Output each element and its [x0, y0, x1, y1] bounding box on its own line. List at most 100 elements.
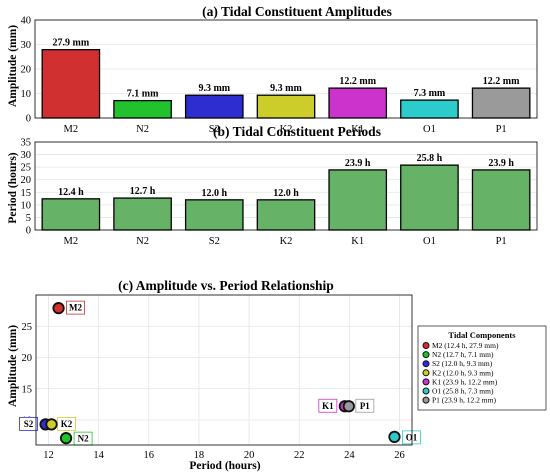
legend-entry-p1: P1 (23.9 h, 12.2 mm) [432, 396, 496, 405]
amplitude-y-tick-label: 20 [21, 65, 32, 76]
period-x-tick-label-m2: M2 [64, 236, 79, 247]
period-y-tick-label: 0 [26, 226, 31, 237]
scatter-point-o1 [388, 430, 401, 443]
amplitude-bar-n2 [113, 99, 172, 119]
amplitude-bar-chart: (a) Tidal Constituent Amplitudes Amplitu… [7, 4, 538, 135]
scatter-x-tick-label: 18 [194, 450, 205, 461]
point-label-k1: K1 [322, 401, 334, 411]
scatter-y-tick-label: 25 [22, 322, 33, 333]
amplitude-x-tick-label-o1: O1 [423, 124, 436, 135]
amplitude-y-axis-label: Amplitude (mm) [7, 25, 19, 107]
period-y-tick-label: 35 [21, 138, 32, 149]
amplitude-x-tick-label-k2: K2 [280, 124, 293, 135]
scatter-point-p1 [342, 400, 355, 413]
legend-entry-o1: O1 (25.8 h, 7.3 mm) [432, 387, 494, 396]
legend-marker-s2 [422, 360, 430, 368]
amplitude-x-tick-label-p1: P1 [496, 124, 507, 135]
amplitude-bar-p1 [471, 87, 531, 119]
scatter-legend: Tidal Components M2 (12.4 h, 27.9 mm)N2 … [417, 325, 547, 411]
period-bar-o1 [400, 164, 459, 231]
point-label-box-o1 [402, 430, 421, 445]
period-bar-chart: (b) Tidal Constituent Periods Period (ho… [7, 124, 538, 247]
legend-entry-k1: K1 (23.9 h, 12.2 mm) [432, 377, 498, 386]
scatter-chart: (c) Amplitude vs. Period Relationship Am… [7, 278, 547, 472]
amplitude-data-label-o1: 7.3 mm [414, 88, 446, 99]
legend-entry-k2: K2 (12.0 h, 9.3 mm) [432, 368, 494, 377]
period-x-tick-label-o1: O1 [423, 236, 436, 247]
period-y-tick-label: 10 [21, 200, 32, 211]
point-label-m2: M2 [69, 303, 82, 313]
scatter-point-m2 [52, 302, 65, 315]
period-chart-title: (b) Tidal Constituent Periods [213, 124, 381, 139]
period-axes-frame [34, 141, 538, 231]
legend-title: Tidal Components [448, 330, 516, 340]
amplitude-data-label-m2: 27.9 mm [53, 38, 90, 49]
period-x-tick-label-k1: K1 [351, 236, 364, 247]
period-bar-n2 [113, 197, 172, 231]
amplitude-bar-k1 [328, 87, 388, 119]
amplitude-bar-k2 [256, 94, 316, 119]
amplitude-bar-o1 [400, 99, 459, 119]
period-bar-k1 [328, 169, 388, 231]
scatter-plot-area: 121416182022242610152025M2N2S2K2K1O1P1 [19, 294, 421, 461]
amplitude-data-label-k1: 12.2 mm [339, 76, 376, 87]
scatter-y-tick-label: 20 [22, 353, 33, 364]
amplitude-bar-s2 [184, 94, 244, 119]
period-y-tick-label: 30 [21, 150, 32, 161]
period-bar-p1 [471, 169, 531, 231]
point-label-box-p1 [355, 398, 375, 413]
period-data-label-p1: 23.9 h [488, 158, 514, 169]
legend-marker-m2 [422, 342, 430, 349]
legend-marker-p1 [422, 396, 430, 404]
scatter-x-tick-label: 20 [244, 450, 255, 461]
scatter-point-k2 [45, 418, 58, 431]
legend-box [417, 325, 547, 411]
amplitude-x-tick-label-k1: K1 [351, 124, 364, 135]
amplitude-chart-title: (a) Tidal Constituent Amplitudes [202, 4, 392, 19]
amplitude-axes-frame [34, 19, 538, 119]
legend-marker-o1 [422, 387, 430, 395]
amplitude-data-label-n2: 7.1 mm [127, 89, 159, 100]
amplitude-y-tick-label: 30 [21, 40, 32, 51]
scatter-x-axis-label: Period (hours) [189, 460, 260, 472]
amplitude-plot-area: 0 10 20 30 40 27.9 mm M2 7.1 mm N2 9.3 mm S2 9.3 mm… [21, 16, 538, 135]
period-y-tick-label: 5 [26, 213, 31, 224]
period-data-label-k1: 23.9 h [345, 158, 371, 169]
scatter-x-tick-label: 24 [344, 450, 355, 461]
period-y-tick-label: 20 [21, 175, 32, 186]
scatter-x-tick-label: 22 [294, 450, 305, 461]
period-data-label-k2: 12.0 h [273, 188, 299, 199]
amplitude-y-tick-label: 0 [26, 114, 31, 125]
scatter-point-n2 [59, 432, 73, 445]
period-bar-k2 [256, 199, 316, 231]
period-x-tick-label-k2: K2 [280, 236, 293, 247]
period-data-label-m2: 12.4 h [58, 187, 84, 198]
point-label-k2: K2 [61, 419, 73, 429]
point-label-box-m2 [66, 300, 85, 315]
amplitude-x-tick-label-n2: N2 [136, 124, 149, 135]
scatter-x-tick-label: 26 [394, 450, 405, 461]
period-x-tick-label-p1: P1 [496, 236, 507, 247]
amplitude-data-label-k2: 9.3 mm [270, 83, 302, 94]
period-bar-m2 [41, 198, 101, 231]
legend-entry-m2: M2 (12.4 h, 27.9 mm) [432, 341, 499, 350]
period-y-tick-label: 15 [21, 188, 32, 199]
amplitude-y-tick-label: 10 [21, 89, 32, 100]
scatter-x-tick-label: 16 [144, 450, 155, 461]
point-label-p1: P1 [360, 401, 370, 411]
scatter-y-axis-label: Amplitude (mm) [7, 325, 19, 407]
period-bar-s2 [184, 199, 244, 231]
period-x-tick-label-n2: N2 [136, 236, 149, 247]
scatter-chart-title: (c) Amplitude vs. Period Relationship [118, 278, 334, 293]
period-x-tick-label-s2: S2 [209, 236, 220, 247]
amplitude-data-label-p1: 12.2 mm [483, 76, 520, 87]
period-data-label-o1: 25.8 h [417, 153, 443, 164]
legend-marker-n2 [422, 351, 430, 359]
period-y-tick-label: 25 [21, 163, 32, 174]
scatter-x-tick-label: 12 [43, 450, 54, 461]
legend-marker-k1 [422, 378, 430, 386]
legend-marker-k2 [422, 369, 430, 377]
point-label-s2: S2 [24, 419, 34, 429]
